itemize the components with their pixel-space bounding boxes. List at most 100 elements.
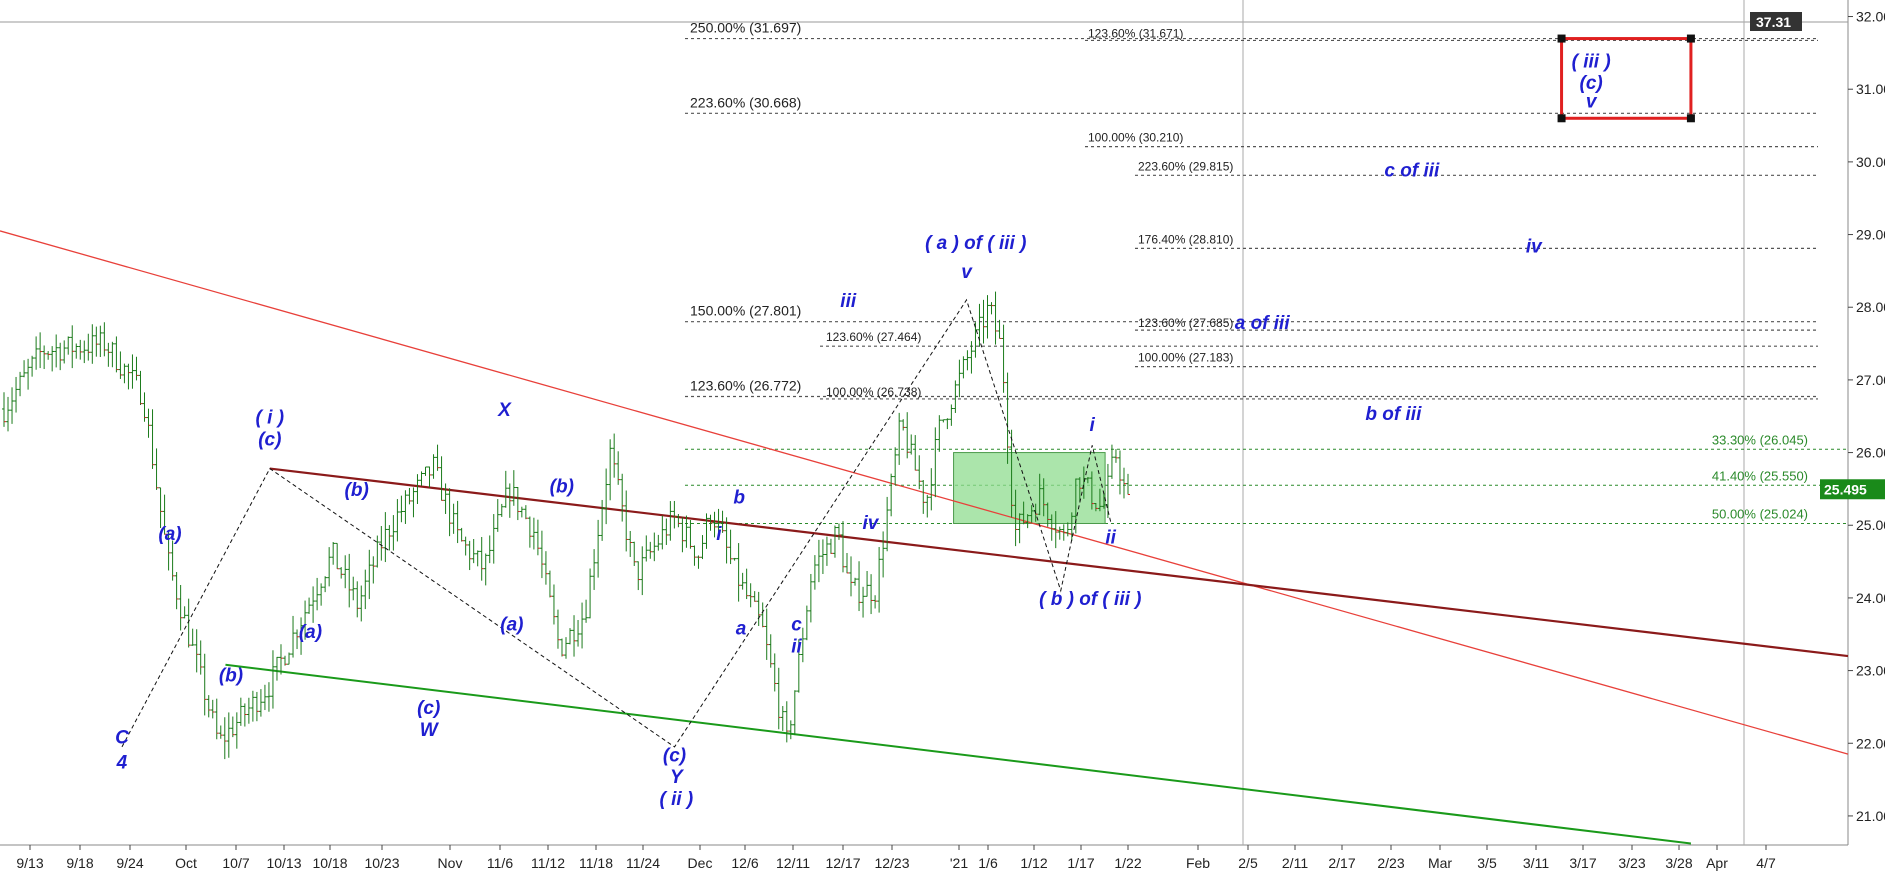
marker-price-text: 37.31 xyxy=(1756,14,1791,30)
x-tick-label: 2/11 xyxy=(1282,855,1308,871)
x-tick-label: Mar xyxy=(1428,855,1452,871)
fib-level-label: 100.00% (27.183) xyxy=(1138,351,1233,365)
retracement-label: 33.30% (26.045) xyxy=(1712,432,1808,447)
red-box-handle xyxy=(1557,34,1566,43)
fib-level-label: 123.60% (27.464) xyxy=(826,330,921,344)
wave-label: a xyxy=(736,618,747,639)
x-tick-label: 1/6 xyxy=(978,855,998,871)
wave-label: Y xyxy=(670,767,685,788)
wave-label: ( a ) of ( iii ) xyxy=(925,233,1026,254)
wave-label: ( b ) of ( iii ) xyxy=(1039,589,1141,610)
y-tick-label: 30.000 xyxy=(1856,154,1885,170)
x-tick-label: 3/28 xyxy=(1665,855,1692,871)
fib-level-label: 100.00% (26.738) xyxy=(826,385,921,399)
x-tick-label: 3/5 xyxy=(1477,855,1497,871)
wave-label: a of iii xyxy=(1235,313,1291,334)
x-tick-label: 3/23 xyxy=(1618,855,1645,871)
x-tick-label: 12/23 xyxy=(874,855,909,871)
y-tick-label: 26.000 xyxy=(1856,445,1885,461)
fib-level-label: 223.60% (30.668) xyxy=(690,94,801,110)
red-box-handle xyxy=(1686,34,1695,43)
y-tick-label: 23.000 xyxy=(1856,663,1885,679)
wave-label: ( iii ) xyxy=(1572,51,1611,72)
wave-label: ( i ) xyxy=(256,408,285,429)
wave-label: (c) xyxy=(258,429,281,450)
wave-label: ( ii ) xyxy=(659,789,693,810)
wave-label: b xyxy=(733,487,745,508)
wave-label: iv xyxy=(1526,237,1543,258)
x-tick-label: 11/12 xyxy=(531,855,565,871)
trendline-green xyxy=(225,663,1692,845)
wave-zigzag xyxy=(121,298,1112,748)
y-tick-label: 22.000 xyxy=(1856,735,1885,751)
fib-level-label: 223.60% (29.815) xyxy=(1138,159,1233,173)
wave-label: C xyxy=(115,727,129,748)
wave-label: v xyxy=(961,262,973,283)
fib-level-label: 176.40% (28.810) xyxy=(1138,232,1233,246)
retracement-label: 50.00% (25.024) xyxy=(1712,506,1808,521)
red-box-handle xyxy=(1686,114,1695,123)
x-tick-label: 12/17 xyxy=(825,855,860,871)
wave-label: (c) xyxy=(1580,73,1603,94)
last-price-text: 25.495 xyxy=(1824,481,1867,497)
wave-label: v xyxy=(1586,91,1598,112)
wave-label: i xyxy=(1090,415,1096,436)
x-tick-label: '21 xyxy=(950,855,968,871)
x-tick-label: 9/24 xyxy=(116,855,143,871)
retracement-label: 41.40% (25.550) xyxy=(1712,468,1808,483)
wave-label: (a) xyxy=(158,524,181,545)
wave-label: (c) xyxy=(663,745,686,766)
x-tick-label: 12/11 xyxy=(776,855,810,871)
wave-label: b of iii xyxy=(1365,404,1422,425)
x-tick-label: 11/18 xyxy=(579,855,613,871)
marker-price-badge xyxy=(1750,12,1802,31)
fib-level-label: 150.00% (27.801) xyxy=(690,303,801,319)
x-tick-label: 9/13 xyxy=(16,855,43,871)
wave-label: X xyxy=(497,400,512,421)
x-tick-label: Nov xyxy=(438,855,463,871)
wave-label: iv xyxy=(862,513,879,534)
x-tick-label: 11/24 xyxy=(626,855,660,871)
x-tick-label: 1/22 xyxy=(1114,855,1141,871)
wave-label: i xyxy=(716,524,722,545)
x-tick-label: 3/17 xyxy=(1569,855,1596,871)
x-tick-label: Dec xyxy=(688,855,713,871)
x-tick-label: 10/18 xyxy=(312,855,347,871)
x-tick-label: 12/6 xyxy=(731,855,758,871)
x-tick-label: Apr xyxy=(1706,855,1728,871)
wave-label: c xyxy=(791,615,802,636)
wave-label: (c) xyxy=(417,698,440,719)
y-tick-label: 25.000 xyxy=(1856,517,1885,533)
trendline-maroon xyxy=(269,467,1849,658)
wave-label: ii xyxy=(1105,527,1116,548)
wave-label: (b) xyxy=(219,665,243,686)
x-tick-label: 10/23 xyxy=(364,855,399,871)
x-tick-label: 10/13 xyxy=(266,855,301,871)
x-tick-label: 2/5 xyxy=(1238,855,1258,871)
wave-label: (a) xyxy=(299,622,322,643)
red-box-handle xyxy=(1557,114,1566,123)
y-tick-label: 27.000 xyxy=(1856,372,1885,388)
target-zone-red xyxy=(1560,37,1693,120)
x-tick-label: 1/17 xyxy=(1067,855,1094,871)
x-tick-label: 10/7 xyxy=(222,855,249,871)
y-tick-label: 24.000 xyxy=(1856,590,1885,606)
y-tick-label: 21.000 xyxy=(1856,808,1885,824)
wave-label: iii xyxy=(840,291,857,312)
x-tick-label: Feb xyxy=(1186,855,1210,871)
last-price-badge xyxy=(1820,479,1885,500)
y-tick-label: 31.000 xyxy=(1856,81,1885,97)
wave-label: (a) xyxy=(500,615,523,636)
x-tick-label: 2/23 xyxy=(1377,855,1404,871)
fib-level-label: 123.60% (31.671) xyxy=(1088,26,1183,40)
fib-level-label: 123.60% (27.685) xyxy=(1138,316,1233,330)
y-tick-label: 28.000 xyxy=(1856,299,1885,315)
x-tick-label: 11/6 xyxy=(487,855,513,871)
wave-label: (b) xyxy=(345,480,369,501)
x-tick-label: Oct xyxy=(175,855,197,871)
wave-label: c of iii xyxy=(1384,160,1440,181)
y-tick-label: 32.000 xyxy=(1856,9,1885,25)
x-tick-label: 1/12 xyxy=(1020,855,1047,871)
